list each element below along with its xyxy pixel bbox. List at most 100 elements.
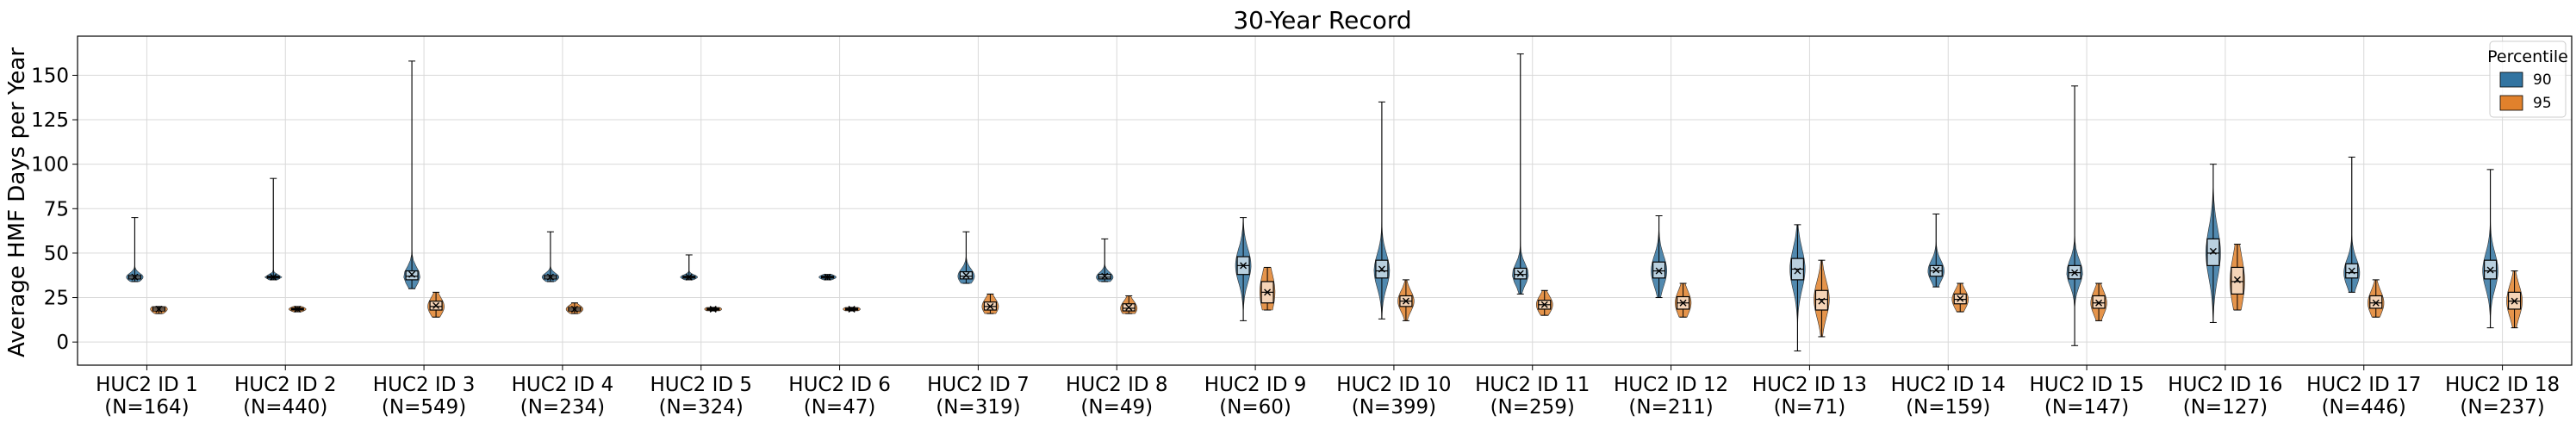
mean-marker <box>1240 262 1248 270</box>
mean-marker <box>294 305 302 313</box>
x-tick-label: HUC2 ID 11 <box>1475 374 1590 396</box>
x-tick-count-label: (N=147) <box>2044 396 2129 419</box>
x-tick-label: HUC2 ID 10 <box>1336 374 1451 396</box>
x-tick-label: HUC2 ID 7 <box>927 374 1030 396</box>
mean-marker <box>709 305 717 313</box>
legend-swatch-95 <box>2499 95 2523 111</box>
mean-marker <box>1125 303 1133 311</box>
grid-lines <box>78 36 2572 365</box>
box-violin-95-8 <box>1120 295 1138 314</box>
box-violin-95-7 <box>981 293 999 314</box>
mean-marker <box>1957 295 1964 302</box>
box-violin-90-10 <box>1373 101 1391 320</box>
box-violin-95-4 <box>565 302 583 314</box>
legend-swatch-90 <box>2499 71 2523 88</box>
mean-marker <box>2348 267 2355 275</box>
x-tick-count-label: (N=159) <box>1906 396 1990 419</box>
box-violin-95-1 <box>150 305 168 314</box>
x-tick-count-label: (N=237) <box>2460 396 2544 419</box>
y-tick-label: 75 <box>44 198 69 220</box>
mean-marker <box>2071 269 2079 276</box>
plot-area <box>78 36 2572 365</box>
box-violin-95-17 <box>2368 279 2385 318</box>
box-violin-90-2 <box>264 177 283 281</box>
x-tick-count-label: (N=440) <box>243 396 327 419</box>
x-tick-count-label: (N=234) <box>520 396 605 419</box>
x-tick-label: HUC2 ID 18 <box>2445 374 2560 396</box>
box-violin-95-16 <box>2230 244 2245 311</box>
box-violin-90-1 <box>126 217 144 282</box>
mean-marker <box>1378 265 1385 273</box>
mean-marker <box>432 301 440 309</box>
y-tick-label: 25 <box>44 288 69 310</box>
mean-marker <box>131 273 139 281</box>
mean-marker <box>1818 297 1826 305</box>
y-tick-label: 0 <box>56 332 69 354</box>
box-violin-90-15 <box>2066 85 2083 346</box>
iqr-box <box>1814 289 1829 311</box>
box-violin-95-9 <box>1260 266 1276 311</box>
mean-marker <box>408 270 416 278</box>
plot-marks <box>126 53 2523 351</box>
mean-marker <box>1402 297 1409 305</box>
x-tick-label: HUC2 ID 6 <box>788 374 891 396</box>
box-violin-95-10 <box>1397 279 1415 321</box>
x-tick-label: HUC2 ID 9 <box>1204 374 1307 396</box>
legend-label-90: 90 <box>2533 71 2552 89</box>
x-tick-label: HUC2 ID 4 <box>512 374 614 396</box>
box-violin-90-4 <box>541 231 559 282</box>
iqr-box <box>2206 238 2220 266</box>
box-violin-90-13 <box>1789 224 1806 351</box>
box-violin-95-11 <box>1536 289 1553 316</box>
box-violin-90-7 <box>957 231 975 284</box>
legend-title: Percentile <box>2487 47 2568 66</box>
x-tick-label: HUC2 ID 8 <box>1066 374 1168 396</box>
box-violin-90-5 <box>680 254 698 281</box>
x-tick-label: HUC2 ID 3 <box>373 374 476 396</box>
mean-marker <box>685 273 693 281</box>
x-tick-count-label: (N=399) <box>1352 396 1436 419</box>
x-tick-label: HUC2 ID 13 <box>1752 374 1867 396</box>
mean-marker <box>2511 297 2518 305</box>
box-violin-90-11 <box>1512 53 1529 295</box>
x-tick-count-label: (N=49) <box>1080 396 1153 419</box>
mean-marker <box>2372 299 2380 307</box>
box-violin-90-3 <box>403 60 420 289</box>
x-tick-label: HUC2 ID 1 <box>96 374 198 396</box>
y-tick-label: 150 <box>31 65 69 87</box>
x-tick-label: HUC2 ID 5 <box>650 374 752 396</box>
x-tick-label: HUC2 ID 16 <box>2168 374 2282 396</box>
mean-marker <box>1516 270 1524 277</box>
mean-marker <box>1540 301 1548 308</box>
box-violin-95-3 <box>427 291 445 318</box>
x-tick-count-label: (N=319) <box>936 396 1020 419</box>
mean-marker <box>1655 267 1663 275</box>
mean-marker <box>1679 299 1687 307</box>
iqr-box <box>2092 295 2106 309</box>
box-violin-95-12 <box>1675 282 1692 318</box>
mean-marker <box>570 305 578 313</box>
mean-marker <box>962 271 970 279</box>
y-tick-label: 125 <box>31 109 69 132</box>
x-tick-count-label: (N=549) <box>382 396 466 419</box>
x-tick-count-label: (N=127) <box>2183 396 2268 419</box>
x-tick-label: HUC2 ID 2 <box>234 374 337 396</box>
iqr-box <box>2369 295 2383 309</box>
iqr-box <box>405 270 419 281</box>
mean-marker <box>270 273 277 281</box>
plot-frame <box>77 35 2573 366</box>
x-tick-count-label: (N=324) <box>659 396 744 419</box>
x-tick-label: HUC2 ID 12 <box>1614 374 1728 396</box>
box-violin-90-18 <box>2482 169 2498 329</box>
mean-marker <box>1794 267 1801 275</box>
iqr-box <box>2231 266 2244 295</box>
x-tick-label: HUC2 ID 15 <box>2029 374 2144 396</box>
box-violin-90-9 <box>1235 217 1252 321</box>
box-violin-90-16 <box>2206 164 2221 323</box>
mean-marker <box>155 305 163 313</box>
mean-marker <box>824 273 831 281</box>
box-violin-90-17 <box>2343 156 2361 293</box>
legend-label-95: 95 <box>2533 95 2552 112</box>
mean-marker <box>2233 276 2241 283</box>
